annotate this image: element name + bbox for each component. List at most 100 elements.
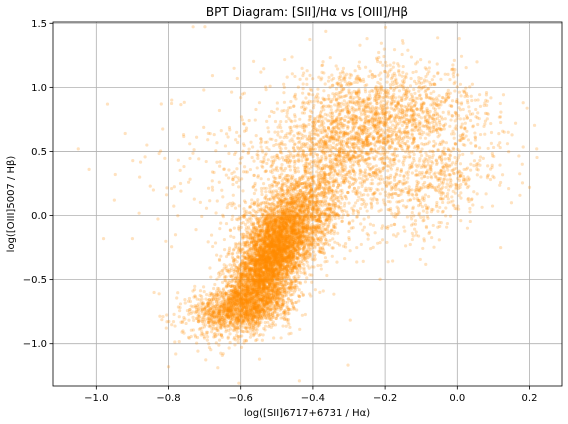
scatter-point: [290, 244, 295, 248]
scatter-point: [210, 330, 214, 334]
scatter-point: [245, 304, 249, 308]
scatter-point: [293, 279, 297, 283]
scatter-point: [246, 264, 250, 268]
scatter-point: [253, 243, 257, 247]
scatter-point: [264, 234, 268, 238]
scatter-point: [279, 233, 284, 237]
scatter-point: [270, 271, 274, 275]
scatter-point: [268, 240, 272, 244]
scatter-point: [291, 239, 295, 244]
scatter-point: [269, 269, 273, 273]
scatter-point: [271, 292, 275, 296]
scatter-point: [281, 246, 285, 250]
scatter-point: [297, 201, 302, 205]
scatter-point: [254, 279, 258, 283]
scatter-point: [263, 266, 267, 271]
scatter-point: [277, 272, 281, 276]
scatter-point: [294, 279, 298, 283]
scatter-point: [300, 313, 304, 317]
scatter-point: [281, 324, 285, 328]
scatter-point: [258, 283, 262, 287]
scatter-point: [267, 258, 271, 262]
scatter-point: [271, 302, 275, 306]
scatter-point: [252, 269, 257, 273]
scatter-point: [187, 310, 192, 314]
scatter-point: [277, 259, 281, 264]
scatter-point: [248, 287, 252, 291]
scatter-point: [245, 288, 249, 292]
scatter-point: [218, 270, 222, 274]
scatter-point: [284, 245, 289, 249]
scatter-point: [259, 305, 264, 309]
scatter-point: [276, 239, 280, 243]
scatter-point: [273, 294, 277, 298]
scatter-point: [278, 224, 282, 229]
scatter-point: [309, 225, 313, 229]
scatter-point: [233, 304, 237, 308]
scatter-point: [253, 272, 257, 276]
scatter-point: [256, 240, 260, 244]
scatter-point: [274, 276, 278, 280]
scatter-point: [280, 224, 284, 228]
scatter-point: [212, 335, 216, 339]
scatter-point: [276, 283, 280, 288]
scatter-point: [257, 257, 262, 261]
scatter-point: [235, 333, 239, 337]
scatter-point: [271, 289, 275, 293]
scatter-point: [243, 290, 247, 295]
scatter-point: [286, 244, 290, 248]
scatter-point: [321, 289, 325, 293]
scatter-point: [327, 215, 331, 219]
scatter-point: [252, 278, 256, 282]
scatter-point: [262, 283, 266, 287]
scatter-point: [188, 307, 192, 312]
scatter-point: [246, 286, 251, 290]
scatter-point: [270, 253, 274, 257]
scatter-point: [242, 338, 246, 343]
scatter-point: [291, 229, 295, 233]
scatter-point: [204, 332, 209, 336]
scatter-point: [313, 288, 317, 292]
scatter-point: [285, 229, 289, 234]
scatter-point: [284, 243, 288, 248]
scatter-point: [229, 308, 233, 312]
scatter-point: [315, 226, 319, 230]
scatter-point: [257, 222, 261, 226]
scatter-point: [239, 284, 243, 288]
scatter-point: [278, 258, 282, 262]
scatter-point: [278, 286, 282, 290]
scatter-point: [290, 215, 294, 219]
scatter-point: [284, 222, 288, 226]
scatter-point: [248, 269, 252, 273]
scatter-point: [272, 307, 276, 311]
scatter-point: [291, 241, 295, 246]
scatter-point: [237, 283, 241, 287]
scatter-point: [187, 296, 192, 301]
scatter-point: [212, 323, 216, 327]
scatter-point: [263, 261, 267, 265]
scatter-point: [267, 324, 271, 329]
scatter-point: [285, 271, 289, 275]
scatter-point: [237, 381, 241, 385]
scatter-point: [236, 335, 240, 339]
scatter-point: [275, 244, 279, 248]
scatter-point: [259, 292, 264, 297]
scatter-point: [245, 278, 250, 282]
scatter-point: [272, 336, 276, 340]
scatter-point: [271, 242, 275, 247]
scatter-point: [256, 249, 260, 253]
scatter-point: [274, 291, 278, 295]
scatter-point: [282, 221, 287, 225]
scatter-point: [261, 248, 265, 253]
scatter-point: [281, 304, 285, 308]
scatter-point: [296, 259, 300, 263]
scatter-point: [177, 340, 181, 344]
scatter-point: [253, 277, 258, 281]
scatter-point: [263, 259, 267, 263]
scatter-point: [254, 241, 258, 245]
scatter-point: [223, 323, 227, 328]
scatter-point: [268, 245, 272, 249]
scatter-point: [257, 278, 261, 282]
scatter-point: [247, 311, 252, 315]
scatter-point: [240, 272, 244, 276]
